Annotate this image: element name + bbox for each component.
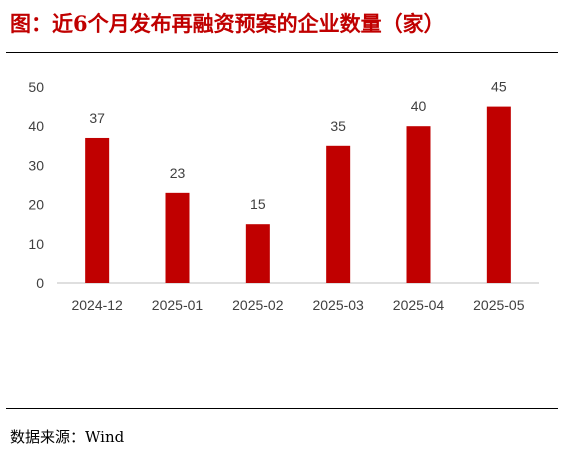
data-label: 40 <box>411 98 427 114</box>
top-divider <box>6 52 558 53</box>
x-tick-label: 2024-12 <box>71 297 123 313</box>
x-tick-label: 2025-03 <box>312 297 364 313</box>
bar <box>85 137 110 283</box>
y-tick-label: 40 <box>28 118 44 134</box>
y-tick-label: 50 <box>28 79 44 95</box>
bar <box>165 192 190 283</box>
bar <box>245 224 270 283</box>
data-label: 35 <box>330 118 346 134</box>
x-tick-label: 2025-05 <box>473 297 525 313</box>
y-axis-ticks: 0 10 20 30 40 50 <box>28 79 44 291</box>
x-tick-label: 2025-04 <box>393 297 445 313</box>
data-label: 45 <box>491 79 507 95</box>
x-tick-label: 2025-01 <box>152 297 204 313</box>
y-tick-label: 20 <box>28 197 44 213</box>
x-tick-label: 2025-02 <box>232 297 284 313</box>
y-tick-label: 0 <box>36 275 44 291</box>
source-note: 数据来源：Wind <box>10 428 125 446</box>
bar <box>406 126 431 283</box>
y-tick-label: 30 <box>28 157 44 173</box>
data-labels: 37 23 15 35 40 45 <box>89 79 506 213</box>
data-label: 15 <box>250 196 266 212</box>
data-label: 37 <box>89 110 105 126</box>
bar <box>486 106 511 283</box>
bar <box>326 145 351 283</box>
bar-series <box>85 106 511 283</box>
x-axis-ticks: 2024-12 2025-01 2025-02 2025-03 2025-04 2025-… <box>71 297 524 313</box>
y-tick-label: 10 <box>28 236 44 252</box>
chart-title: 图：近6个月发布再融资预案的企业数量（家） <box>10 11 445 36</box>
data-label: 23 <box>170 165 186 181</box>
bottom-divider <box>6 408 558 409</box>
